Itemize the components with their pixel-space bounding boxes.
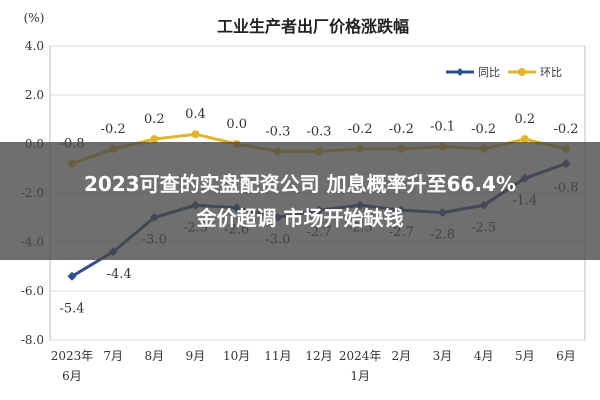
x-tick-label: 5月 bbox=[515, 349, 535, 363]
y-tick-label: 4.0 bbox=[25, 39, 44, 53]
data-label: 0.4 bbox=[185, 107, 206, 122]
data-label: 0.2 bbox=[514, 112, 535, 127]
data-label: -4.4 bbox=[107, 267, 132, 282]
data-label: -0.2 bbox=[471, 122, 496, 137]
x-tick-label: 4月 bbox=[474, 349, 494, 363]
x-tick-label: 1月 bbox=[350, 369, 370, 383]
data-point bbox=[191, 130, 200, 139]
data-label: 0.0 bbox=[226, 117, 247, 132]
legend: 同比 环比 bbox=[446, 66, 562, 79]
data-label: -0.3 bbox=[306, 124, 331, 139]
x-tick-label: 2月 bbox=[392, 349, 412, 363]
x-tick-label: 10月 bbox=[223, 349, 250, 363]
x-tick-label: 2024年 bbox=[339, 349, 382, 363]
data-point bbox=[67, 271, 77, 281]
y-tick-label: -8.0 bbox=[21, 333, 44, 347]
x-tick-label: 6月 bbox=[62, 369, 82, 383]
legend-marker bbox=[518, 68, 526, 76]
data-label: -0.2 bbox=[389, 122, 414, 137]
headline-line-1[interactable]: 2023可查的实盘配资公司 加息概率升至66.4% bbox=[83, 172, 516, 196]
x-tick-label: 11月 bbox=[264, 349, 291, 363]
data-label: -0.2 bbox=[553, 122, 578, 137]
x-tick-label: 7月 bbox=[103, 349, 123, 363]
x-tick-label: 6月 bbox=[556, 349, 576, 363]
data-label: -0.2 bbox=[101, 122, 126, 137]
chart-title: 工业生产者出厂价格涨跌幅 bbox=[217, 17, 409, 36]
data-label: 0.2 bbox=[144, 112, 165, 127]
data-point bbox=[150, 135, 159, 144]
headline-overlay[interactable]: 2023可查的实盘配资公司 加息概率升至66.4% 金价超调 市场开始缺钱 bbox=[0, 142, 600, 260]
y-tick-label: 2.0 bbox=[25, 88, 44, 102]
x-tick-label: 2023年 bbox=[51, 349, 94, 363]
y-unit-label: (%) bbox=[24, 11, 45, 25]
x-axis: 2023年 6月 7月 8月 9月 10月 11月 12月 2024年 1月 2月 3月 4月 5月 6月 bbox=[51, 349, 576, 383]
legend-label: 环比 bbox=[540, 66, 562, 79]
x-tick-label: 3月 bbox=[433, 349, 453, 363]
data-label: -0.3 bbox=[265, 124, 290, 139]
data-point bbox=[520, 135, 529, 144]
legend-marker bbox=[456, 68, 464, 76]
x-tick-label: 12月 bbox=[305, 349, 332, 363]
y-tick-label: -6.0 bbox=[21, 284, 44, 298]
x-tick-label: 8月 bbox=[145, 349, 165, 363]
data-label: -5.4 bbox=[59, 301, 84, 316]
data-label: -0.2 bbox=[348, 122, 373, 137]
headline-line-2[interactable]: 金价超调 市场开始缺钱 bbox=[196, 206, 404, 230]
x-tick-label: 9月 bbox=[186, 349, 206, 363]
legend-label: 同比 bbox=[478, 66, 500, 79]
data-label: -0.1 bbox=[430, 119, 455, 134]
